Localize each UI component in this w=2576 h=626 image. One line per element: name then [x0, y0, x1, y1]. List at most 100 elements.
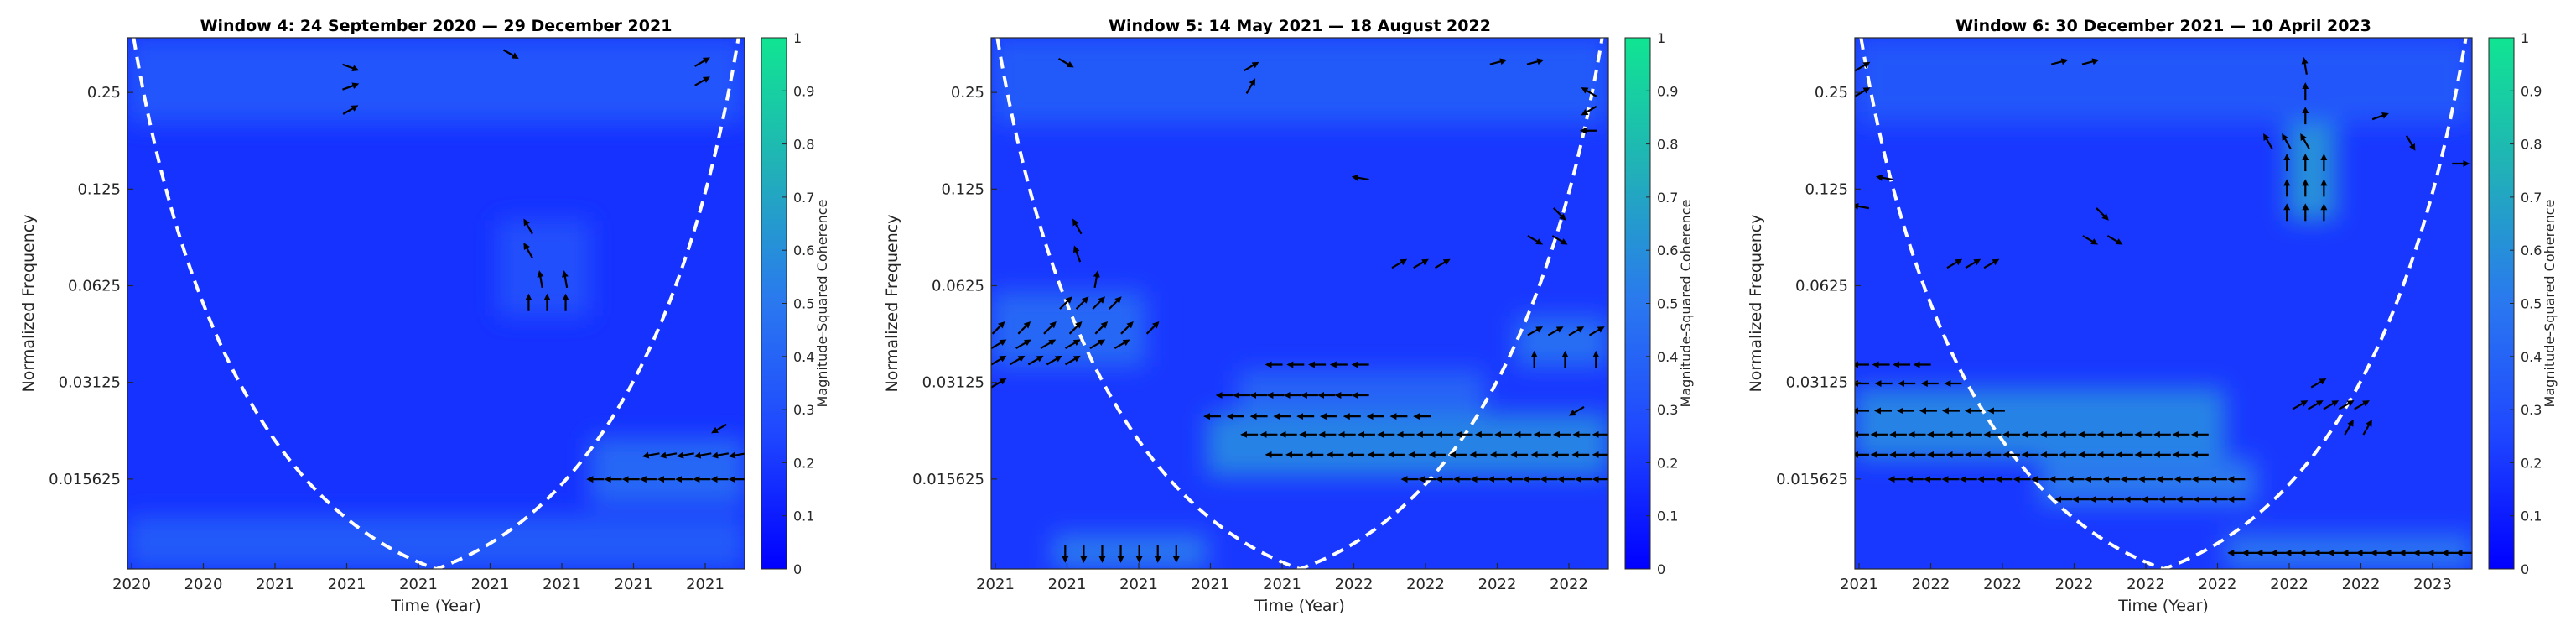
y-tick-label: 0.25 — [87, 84, 121, 102]
phase-arrow — [1875, 174, 1893, 181]
y-tick-label: 0.25 — [951, 84, 984, 102]
phase-arrow — [1009, 355, 1026, 366]
phase-arrow — [1547, 326, 1564, 336]
phase-arrow — [1391, 258, 1408, 269]
phase-arrow — [1072, 245, 1082, 263]
phase-arrow — [1075, 296, 1089, 310]
chart-title: Window 5: 14 May 2021 — 18 August 2022 — [1109, 17, 1491, 35]
y-tick-label: 0.03125 — [59, 374, 121, 392]
x-tick-label: 2022 — [2342, 576, 2381, 593]
y-tick-label: 0.015625 — [912, 471, 984, 488]
phase-arrow — [1040, 339, 1057, 350]
phase-arrow — [1551, 235, 1568, 245]
phase-arrow — [641, 451, 660, 459]
phase-arrow — [991, 339, 1007, 350]
phase-arrow — [694, 57, 710, 67]
phase-arrow — [1072, 218, 1083, 235]
coherence-region — [1238, 370, 1485, 414]
phase-arrow — [1489, 58, 1508, 65]
colorbar-tick-label: 0.5 — [2521, 296, 2542, 312]
colorbar-tick-label: 1 — [793, 30, 802, 46]
coherence-region — [991, 38, 1608, 124]
x-tick-label: 2022 — [1478, 576, 1517, 593]
phase-arrow — [1526, 58, 1545, 65]
coherence-region — [1855, 388, 2225, 460]
phase-arrow — [523, 218, 533, 235]
coherence-region — [590, 437, 745, 505]
phase-arrow — [1243, 61, 1259, 72]
phase-arrow — [342, 82, 360, 91]
colorbar-tick-label: 0.3 — [793, 402, 814, 418]
phase-arrow — [561, 270, 569, 289]
cone-of-influence — [132, 38, 740, 569]
coherence-region — [127, 38, 745, 124]
phase-arrow — [676, 451, 694, 459]
colorbar-tick-label: 0 — [2521, 561, 2529, 577]
phase-arrow — [1145, 321, 1160, 335]
phase-arrow — [1057, 57, 1074, 68]
phase-arrow — [2338, 400, 2355, 410]
colorbar-tick-label: 0.1 — [2521, 509, 2542, 524]
phase-arrow — [1855, 61, 1871, 72]
phase-arrow — [2263, 133, 2273, 149]
colorbar-tick-label: 0.1 — [1657, 509, 1678, 524]
colorbar-tick-label: 0.1 — [793, 509, 814, 524]
x-tick-label: 2020 — [112, 576, 151, 593]
x-tick-label: 2020 — [184, 576, 223, 593]
phase-arrow — [1064, 339, 1081, 350]
phase-arrow — [2106, 235, 2123, 245]
phase-arrow — [1581, 87, 1597, 97]
phase-arrow — [711, 423, 727, 434]
phase-arrow — [1245, 78, 1256, 94]
colorbar-tick-label: 0.7 — [1657, 190, 1678, 206]
phase-arrow — [991, 321, 1005, 335]
colorbar-tick-label: 0.9 — [2521, 83, 2542, 99]
phase-arrow — [1089, 339, 1106, 350]
phase-arrow — [2310, 378, 2327, 389]
heatmap-regions — [1855, 38, 2472, 569]
phase-arrows — [991, 57, 1608, 563]
phase-arrow — [2081, 58, 2100, 65]
colorbar-tick-label: 0.4 — [793, 349, 814, 365]
colorbar: 0 0.1 0.2 0.3 0.4 0.5 0.6 0.7 0.8 0.9 1 Magnitude-S… — [2488, 30, 2558, 577]
x-tick-label: 2021 — [686, 576, 724, 593]
colorbar-tick-label: 0.4 — [2521, 349, 2542, 365]
phase-arrow — [1965, 258, 1981, 269]
x-tick-label: 2021 — [615, 576, 653, 593]
phase-arrow — [1120, 321, 1134, 335]
colorbar: 0 0.1 0.2 0.3 0.4 0.5 0.6 0.7 0.8 0.9 1 Magnitude-S… — [1624, 30, 1694, 577]
colorbar-tick-label: 0.2 — [793, 455, 814, 471]
y-axis-label: Normalized Frequency — [1747, 215, 1765, 393]
colorbar-tick-label: 0.2 — [2521, 455, 2542, 471]
colorbar: 0 0.1 0.2 0.3 0.4 0.5 0.6 0.7 0.8 0.9 1 Magnitude-S… — [761, 30, 830, 577]
colorbar-label: Magnitude-Squared Coherence — [1678, 200, 1694, 408]
colorbar-tick-label: 0.3 — [2521, 402, 2542, 418]
phase-arrow — [1413, 258, 1429, 269]
x-tick-label: 2021 — [471, 576, 510, 593]
phase-arrow — [991, 378, 1007, 389]
colorbar-tick-label: 0.4 — [1657, 349, 1678, 365]
colorbar-tick-label: 0.6 — [793, 243, 814, 258]
phase-arrow — [2344, 419, 2354, 436]
x-axis-label: Time (Year) — [1254, 597, 1345, 615]
phase-arrow — [1094, 321, 1109, 335]
cone-of-influence — [1859, 38, 2468, 569]
y-tick-label: 0.25 — [1815, 84, 1848, 102]
x-tick-label: 2021 — [1048, 576, 1087, 593]
x-tick-label: 2021 — [543, 576, 581, 593]
phase-arrow — [502, 49, 519, 60]
panel-1: Window 4: 24 September 2020 — 29 Decembe… — [19, 17, 830, 615]
phase-arrow — [1046, 355, 1062, 366]
x-tick-label: 2021 — [1263, 576, 1301, 593]
coherence-region — [1855, 38, 2472, 124]
phase-arrow — [711, 451, 730, 459]
x-tick-label: 2022 — [2055, 576, 2094, 593]
phase-arrow — [1093, 270, 1100, 289]
phase-arrow — [1527, 235, 1544, 245]
cone-of-influence — [995, 38, 1604, 569]
phase-arrow — [2362, 419, 2372, 436]
colorbar-tick-label: 0.6 — [1657, 243, 1678, 258]
colorbar-tick-label: 0.5 — [793, 296, 814, 312]
phase-arrow — [1092, 296, 1106, 310]
plot-frame — [1854, 37, 2473, 570]
